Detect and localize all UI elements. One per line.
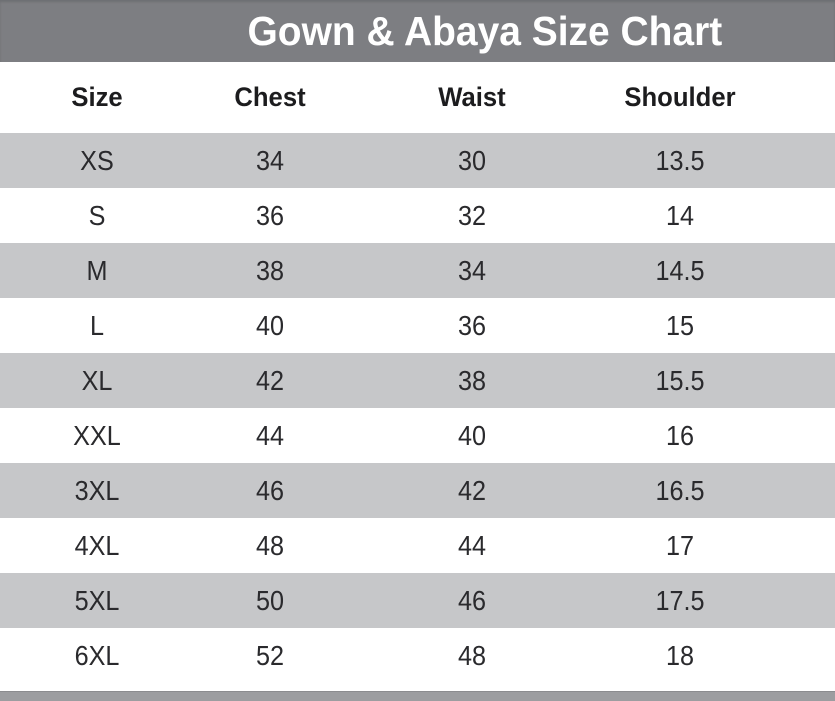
shoulder-cell: 15.5	[655, 364, 705, 396]
table-header-row: Size Chest Waist Shoulder	[0, 62, 835, 133]
size-cell: 6XL	[74, 639, 120, 671]
waist-cell: 30	[457, 144, 487, 176]
table-row: 6XL 52 48 18	[0, 628, 835, 683]
chest-cell: 50	[255, 584, 285, 616]
size-cell: L	[89, 309, 105, 341]
footer-bar	[0, 691, 835, 701]
shoulder-cell: 14.5	[655, 254, 705, 286]
shoulder-cell: 18	[665, 639, 695, 671]
table-row: S 36 32 14	[0, 188, 835, 243]
size-cell: XL	[81, 364, 113, 396]
waist-cell: 42	[457, 474, 487, 506]
chest-cell: 48	[255, 529, 285, 561]
column-header-size: Size	[71, 82, 123, 112]
chest-cell: 44	[255, 419, 285, 451]
column-header-shoulder: Shoulder	[624, 82, 736, 112]
column-header-waist: Waist	[438, 82, 506, 112]
waist-cell: 38	[457, 364, 487, 396]
table-row: XS 34 30 13.5	[0, 133, 835, 188]
size-cell: 3XL	[74, 474, 120, 506]
shoulder-cell: 16.5	[655, 474, 705, 506]
waist-cell: 40	[457, 419, 487, 451]
size-cell: 4XL	[74, 529, 120, 561]
chest-cell: 52	[255, 639, 285, 671]
chest-cell: 38	[255, 254, 285, 286]
waist-cell: 36	[457, 309, 487, 341]
table-row: M 38 34 14.5	[0, 243, 835, 298]
shoulder-cell: 16	[665, 419, 695, 451]
waist-cell: 34	[457, 254, 487, 286]
table-row: 3XL 46 42 16.5	[0, 463, 835, 518]
waist-cell: 46	[457, 584, 487, 616]
table-row: XXL 44 40 16	[0, 408, 835, 463]
chest-cell: 40	[255, 309, 285, 341]
page-title: Gown & Abaya Size Chart	[247, 7, 723, 54]
chest-cell: 46	[255, 474, 285, 506]
chest-cell: 42	[255, 364, 285, 396]
size-cell: S	[88, 199, 106, 231]
shoulder-cell: 17.5	[655, 584, 705, 616]
chest-cell: 34	[255, 144, 285, 176]
shoulder-cell: 17	[665, 529, 695, 561]
waist-cell: 44	[457, 529, 487, 561]
size-cell: 5XL	[74, 584, 120, 616]
column-header-chest: Chest	[234, 82, 306, 112]
table-row: L 40 36 15	[0, 298, 835, 353]
title-banner: Gown & Abaya Size Chart	[0, 0, 835, 62]
table-row: 5XL 50 46 17.5	[0, 573, 835, 628]
shoulder-cell: 15	[665, 309, 695, 341]
table-row: XL 42 38 15.5	[0, 353, 835, 408]
shoulder-cell: 13.5	[655, 144, 705, 176]
shoulder-cell: 14	[665, 199, 695, 231]
size-cell: M	[86, 254, 108, 286]
waist-cell: 32	[457, 199, 487, 231]
size-cell: XXL	[73, 419, 121, 451]
size-cell: XS	[80, 144, 114, 176]
chest-cell: 36	[255, 199, 285, 231]
waist-cell: 48	[457, 639, 487, 671]
footer-gap	[0, 683, 835, 691]
table-row: 4XL 48 44 17	[0, 518, 835, 573]
